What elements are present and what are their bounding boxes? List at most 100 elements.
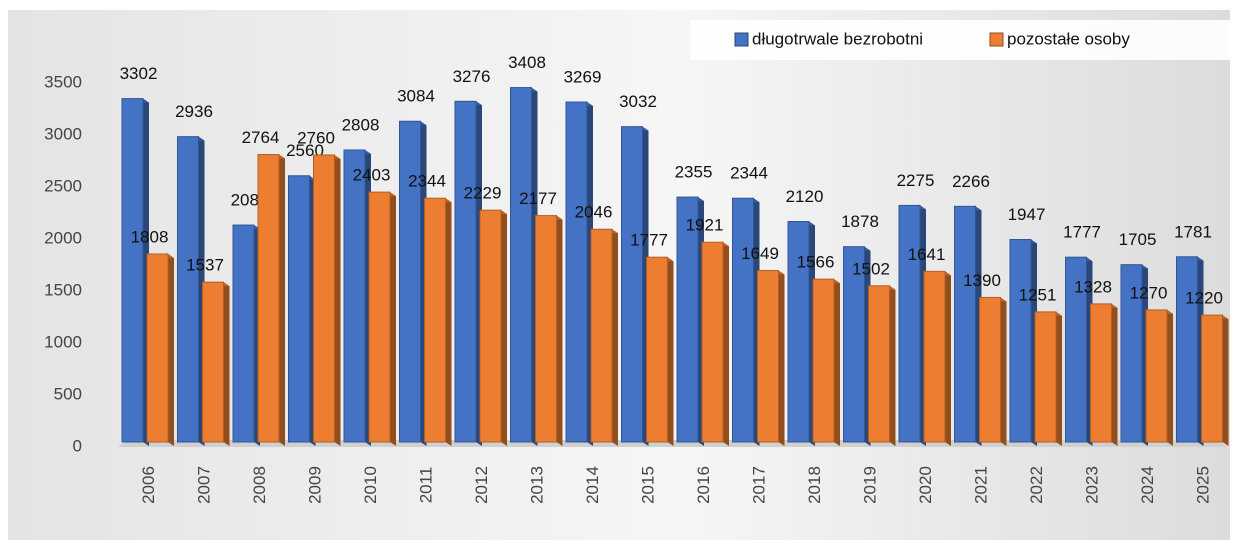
data-label: 3302 xyxy=(120,64,158,83)
bar-side xyxy=(1000,297,1007,446)
data-label: 2266 xyxy=(952,172,990,191)
y-tick-label: 1000 xyxy=(44,332,82,351)
bar xyxy=(535,215,557,443)
bar-side xyxy=(945,271,951,446)
data-label: 3276 xyxy=(453,67,491,86)
data-label: 1502 xyxy=(852,259,890,278)
bar xyxy=(843,246,865,443)
x-tick-label: 2011 xyxy=(417,467,436,504)
x-tick-label: 2015 xyxy=(639,466,658,504)
data-label: 2046 xyxy=(575,203,613,222)
data-label: 3269 xyxy=(564,68,602,87)
bar xyxy=(590,228,613,443)
x-tick-label: 2019 xyxy=(861,466,880,504)
bar xyxy=(757,270,779,443)
data-label: 2275 xyxy=(897,171,935,190)
x-tick-label: 2013 xyxy=(528,466,547,504)
legend-background xyxy=(690,20,1230,60)
bar-side xyxy=(1111,303,1118,446)
bar xyxy=(1176,256,1198,443)
bar-side xyxy=(778,270,785,446)
bar xyxy=(343,149,366,443)
bar xyxy=(1065,256,1087,443)
bar-side xyxy=(556,215,563,446)
bar-side xyxy=(834,279,840,446)
bar xyxy=(565,101,588,443)
bar xyxy=(812,278,835,443)
data-label: 1947 xyxy=(1008,205,1046,224)
bar xyxy=(146,253,169,443)
y-tick-label: 1500 xyxy=(44,280,82,299)
bar-side xyxy=(1056,311,1062,446)
x-tick-label: 2025 xyxy=(1194,466,1213,504)
bar xyxy=(676,196,699,443)
data-label: 1808 xyxy=(131,227,169,246)
x-tick-label: 2012 xyxy=(472,466,491,504)
bar xyxy=(177,136,199,443)
bar xyxy=(257,154,280,443)
x-tick-label: 2020 xyxy=(916,466,935,504)
bar xyxy=(898,204,921,443)
data-label: 1390 xyxy=(963,271,1001,290)
data-label: 2936 xyxy=(175,102,213,121)
data-label: 1781 xyxy=(1174,222,1212,241)
data-label: 1705 xyxy=(1119,230,1157,249)
data-label: 2764 xyxy=(242,128,280,147)
axis: 0 500 1000 1500 2000 2500 3000 3500 2006 2007 2008… xyxy=(44,72,1213,503)
legend-swatch xyxy=(989,32,1004,47)
bar xyxy=(121,98,144,443)
y-tick-label: 2500 xyxy=(44,176,82,195)
y-tick-label: 3000 xyxy=(44,124,82,143)
legend-label: długotrwale bezrobotni xyxy=(752,29,923,48)
bar-side xyxy=(334,154,341,446)
data-label: 1251 xyxy=(1019,285,1057,304)
x-tick-label: 2024 xyxy=(1138,466,1157,504)
bar xyxy=(424,197,446,443)
bar xyxy=(313,154,335,443)
y-tick-label: 0 xyxy=(73,436,82,455)
data-label: 2760 xyxy=(297,128,335,147)
data-label: 2344 xyxy=(730,164,768,183)
bar xyxy=(1120,264,1143,443)
bar-side xyxy=(390,192,396,446)
x-tick-label: 2017 xyxy=(750,466,769,504)
x-tick-label: 2022 xyxy=(1027,466,1046,504)
bar xyxy=(621,126,643,443)
data-label: 1649 xyxy=(741,244,779,263)
bar-side xyxy=(1222,315,1229,446)
bar xyxy=(510,87,532,443)
bar-side xyxy=(723,242,729,446)
data-label: 3408 xyxy=(508,53,546,72)
x-tick-label: 2021 xyxy=(972,466,991,504)
bar xyxy=(1090,303,1112,443)
y-tick-label: 500 xyxy=(54,384,82,403)
bar xyxy=(923,270,946,443)
data-label: 2808 xyxy=(342,115,380,134)
x-tick-label: 2008 xyxy=(250,466,269,504)
bar-side xyxy=(501,210,507,446)
legend: długotrwale bezrobotni pozostałe osoby xyxy=(690,20,1230,60)
bar xyxy=(787,221,810,443)
x-tick-label: 2006 xyxy=(139,466,158,504)
data-label: 1777 xyxy=(630,231,668,250)
x-tick-label: 2009 xyxy=(306,466,325,504)
bar xyxy=(399,120,421,443)
data-label: 2229 xyxy=(464,184,502,203)
bar xyxy=(1145,309,1168,443)
bar xyxy=(479,209,502,443)
data-label: 1878 xyxy=(841,212,879,231)
bar xyxy=(868,285,890,443)
bar xyxy=(1201,314,1223,443)
y-tick-label: 2000 xyxy=(44,228,82,247)
data-label: 2177 xyxy=(519,189,557,208)
y-tick-label: 3500 xyxy=(44,72,82,91)
data-label: 1537 xyxy=(186,256,224,275)
data-label: 2344 xyxy=(408,172,446,191)
bar xyxy=(732,197,754,443)
data-label: 1270 xyxy=(1130,283,1168,302)
x-tick-label: 2010 xyxy=(361,466,380,504)
x-tick-label: 2018 xyxy=(805,466,824,504)
bar xyxy=(368,191,391,443)
data-label: 2403 xyxy=(353,166,391,185)
data-label: 1328 xyxy=(1074,277,1112,296)
